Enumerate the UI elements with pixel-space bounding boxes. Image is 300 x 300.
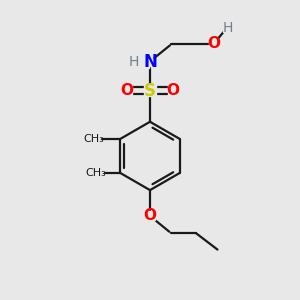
Bar [167, 85, 179, 96]
Bar [138, 57, 149, 68]
Bar [145, 211, 155, 220]
Bar [209, 39, 219, 49]
Text: N: N [143, 53, 157, 71]
Text: H: H [222, 20, 233, 34]
Text: H: H [128, 55, 139, 69]
Bar [86, 168, 103, 178]
Text: CH₃: CH₃ [86, 168, 106, 178]
Text: O: O [120, 83, 133, 98]
Text: CH₃: CH₃ [83, 134, 104, 144]
Text: O: O [167, 83, 180, 98]
Text: O: O [143, 208, 157, 223]
Text: O: O [208, 36, 221, 51]
Text: S: S [144, 82, 156, 100]
Bar [224, 23, 232, 32]
Bar [84, 134, 100, 144]
Bar [121, 85, 133, 96]
Bar [144, 85, 156, 96]
